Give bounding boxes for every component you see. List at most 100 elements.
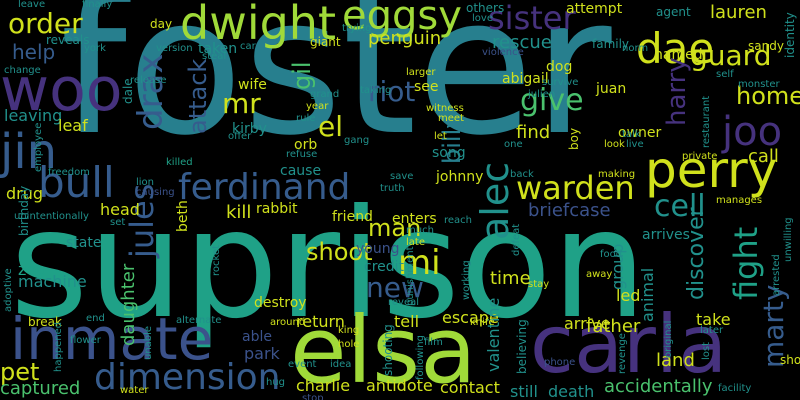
word-abigail: abigail <box>502 71 549 87</box>
word-kill: kill <box>226 202 252 223</box>
word-attack: attack <box>184 58 212 134</box>
word-friend: friend <box>332 209 373 225</box>
word-find: find <box>516 122 551 143</box>
word-penguin: penguin <box>368 28 442 49</box>
word-mi: mi <box>398 243 441 283</box>
word-save: save <box>390 171 414 182</box>
word-shoot: shoot <box>306 238 373 266</box>
word-sister: sister <box>488 0 576 37</box>
word-land: land <box>656 350 695 371</box>
word-original: original <box>663 320 674 358</box>
word-identity: identity <box>783 12 797 58</box>
word-freedom: freedom <box>48 167 90 178</box>
word-film: film <box>424 337 443 348</box>
word-reach: reach <box>444 215 473 226</box>
word-riot: riot <box>368 75 416 108</box>
word-joo: joo <box>722 109 783 155</box>
word-take: take <box>696 310 731 329</box>
word-leaf: leaf <box>58 116 88 135</box>
word-contact: contact <box>440 378 500 397</box>
word-arrested: arrested <box>771 254 782 296</box>
word-car: car <box>240 41 256 52</box>
word-discover: discover <box>684 207 709 300</box>
word-lauren: lauren <box>710 2 767 23</box>
word-working: working <box>461 260 472 300</box>
word-adoptive: adoptive <box>3 268 14 312</box>
word-private: private <box>682 151 718 162</box>
word-father: father <box>586 316 641 337</box>
word-revenge: revenge <box>617 333 628 374</box>
word-set: set <box>110 217 126 228</box>
word-believing: believing <box>515 319 529 374</box>
word-rabbit: rabbit <box>256 201 298 217</box>
word-reveals: reveals <box>46 33 90 47</box>
word-state: state <box>66 235 102 251</box>
word-release: release <box>130 75 167 86</box>
word-live: live <box>626 139 644 150</box>
word-taken: taken <box>198 41 238 57</box>
word-suprison: suprison <box>10 178 647 352</box>
word-animal: animal <box>638 267 657 322</box>
word-rocket: rocket <box>211 244 222 276</box>
word-cell: cell <box>654 189 706 224</box>
word-johnny: johnny <box>436 169 484 185</box>
word-event: event <box>288 359 317 370</box>
word-drax: drax <box>131 53 171 130</box>
word-knife: knife <box>470 317 495 328</box>
word-unintentionally: unintentionally <box>14 211 89 222</box>
word-drug: drug <box>6 184 44 203</box>
word-accidentally: accidentally <box>604 376 713 397</box>
word-lost: lost <box>701 341 712 360</box>
word-sandy: sandy <box>748 39 784 53</box>
word-monster: monster <box>738 79 780 90</box>
word-mr: mr <box>222 87 261 120</box>
word-help: help <box>12 40 56 64</box>
word-arrives: arrives <box>642 227 690 243</box>
word-woo: woo <box>0 55 123 125</box>
word-shooting: shooting <box>381 324 395 376</box>
word-attempt: attempt <box>566 1 623 17</box>
word-refuse: refuse <box>286 149 318 160</box>
word-stop: stop <box>302 393 324 400</box>
word-idea: idea <box>330 359 352 370</box>
word-king: king <box>338 325 360 336</box>
word-order: order <box>8 7 83 40</box>
word-taking: taking <box>360 85 392 96</box>
word-still: still <box>510 382 538 400</box>
word-meet: meet <box>438 113 464 124</box>
word-charlie: charlie <box>296 376 351 395</box>
word-back: back <box>510 169 534 180</box>
word-daughter: daughter <box>118 263 139 346</box>
word-dwight: dwight <box>180 0 336 50</box>
word-happened: happened <box>53 321 64 372</box>
word-rule: rule <box>296 113 316 124</box>
word-inmate: inmate <box>10 305 214 373</box>
word-gang: gang <box>344 135 370 146</box>
word-making: making <box>598 169 636 180</box>
word-see: see <box>414 79 439 95</box>
word-perry: perry <box>645 141 778 199</box>
word-kirby: kirby <box>232 121 267 137</box>
word-giant: giant <box>310 35 341 49</box>
word-jin: jin <box>0 124 58 180</box>
word-guard: guard <box>690 39 772 72</box>
word-escape: escape <box>442 308 499 327</box>
word-manages: manages <box>716 195 763 206</box>
word-leave: leave <box>18 0 46 10</box>
word-finally: finally <box>82 0 113 10</box>
word-wife: wife <box>238 77 267 93</box>
word-unable: unable <box>143 325 154 360</box>
word-away: away <box>586 269 613 280</box>
word-one: one <box>504 139 523 150</box>
word-look: look <box>604 139 625 150</box>
word-led: led <box>616 286 641 305</box>
word-change: change <box>4 65 41 76</box>
word-late: late <box>406 237 425 248</box>
word-elsa: elsa <box>290 297 477 400</box>
word-hug: hug <box>266 377 286 388</box>
word-self: self <box>716 69 734 80</box>
word-norm: norm <box>622 43 649 54</box>
word-dimension: dimension <box>94 357 281 398</box>
word-beth: beth <box>175 200 191 232</box>
word-break: break <box>28 315 62 329</box>
